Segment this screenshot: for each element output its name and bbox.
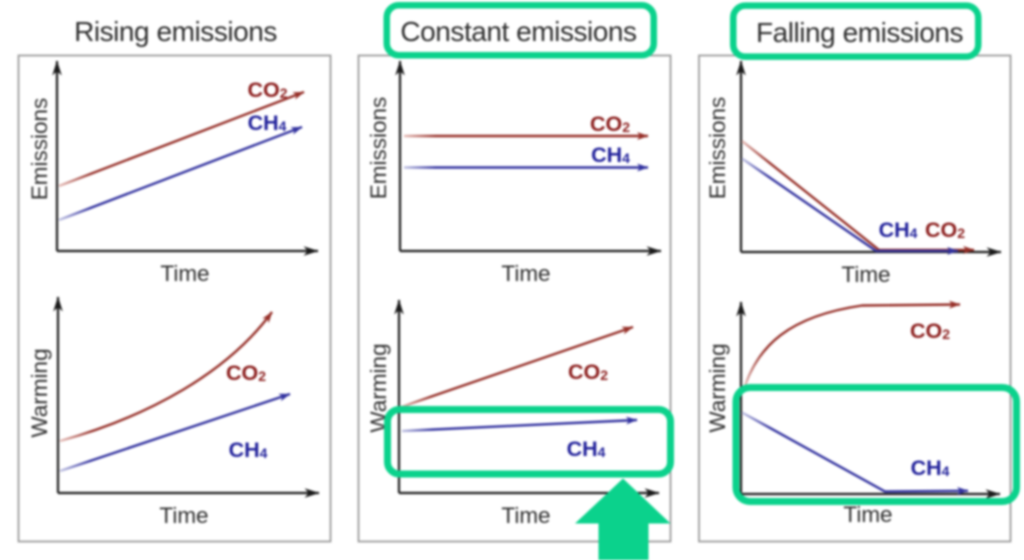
svg-text:Constant emissions: Constant emissions — [400, 16, 636, 47]
svg-text:CH4: CH4 — [879, 218, 918, 242]
svg-text:Warming: Warming — [27, 348, 52, 437]
svg-text:Warming: Warming — [705, 343, 730, 432]
svg-text:Time: Time — [501, 503, 550, 528]
svg-text:CH4: CH4 — [229, 438, 268, 462]
svg-text:Time: Time — [841, 262, 890, 287]
svg-text:Falling emissions: Falling emissions — [756, 17, 963, 48]
svg-text:Emissions: Emissions — [366, 97, 391, 200]
svg-text:Time: Time — [843, 502, 892, 527]
svg-text:Emissions: Emissions — [705, 97, 730, 200]
svg-text:Time: Time — [501, 261, 550, 286]
svg-text:Time: Time — [160, 261, 209, 286]
svg-text:Time: Time — [159, 503, 208, 528]
svg-text:Emissions: Emissions — [27, 98, 52, 201]
svg-text:Rising emissions: Rising emissions — [74, 16, 277, 47]
